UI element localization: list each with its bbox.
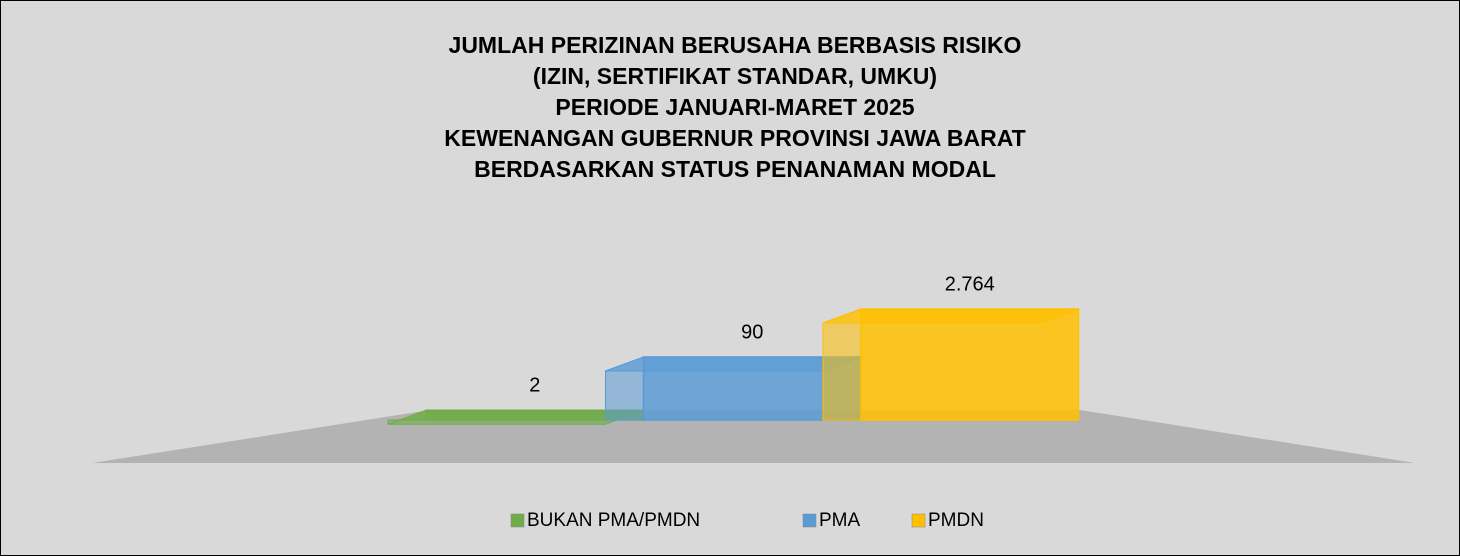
- legend-swatch: [911, 513, 926, 528]
- legend-label: PMDN: [928, 510, 984, 531]
- title-line: PERIODE JANUARI-MARET 2025: [555, 94, 914, 120]
- data-label: 2: [529, 375, 540, 397]
- data-label: 90: [741, 321, 763, 343]
- chart-title: JUMLAH PERIZINAN BERUSAHA BERBASIS RISIK…: [444, 32, 1025, 182]
- legend-swatch: [802, 513, 817, 528]
- title-line: BERDASARKAN STATUS PENANAMAN MODAL: [474, 156, 996, 182]
- bar: [860, 308, 1080, 421]
- title-line: KEWENANGAN GUBERNUR PROVINSI JAWA BARAT: [444, 125, 1025, 151]
- legend-label: BUKAN PMA/PMDN: [527, 510, 700, 531]
- legend-swatch: [510, 513, 525, 528]
- bar-side: [822, 308, 862, 421]
- data-label: 2.764: [945, 273, 995, 295]
- title-line: (IZIN, SERTIFIKAT STANDAR, UMKU): [533, 63, 937, 89]
- legend-label: PMA: [819, 510, 861, 531]
- title-line: JUMLAH PERIZINAN BERUSAHA BERBASIS RISIK…: [449, 32, 1022, 58]
